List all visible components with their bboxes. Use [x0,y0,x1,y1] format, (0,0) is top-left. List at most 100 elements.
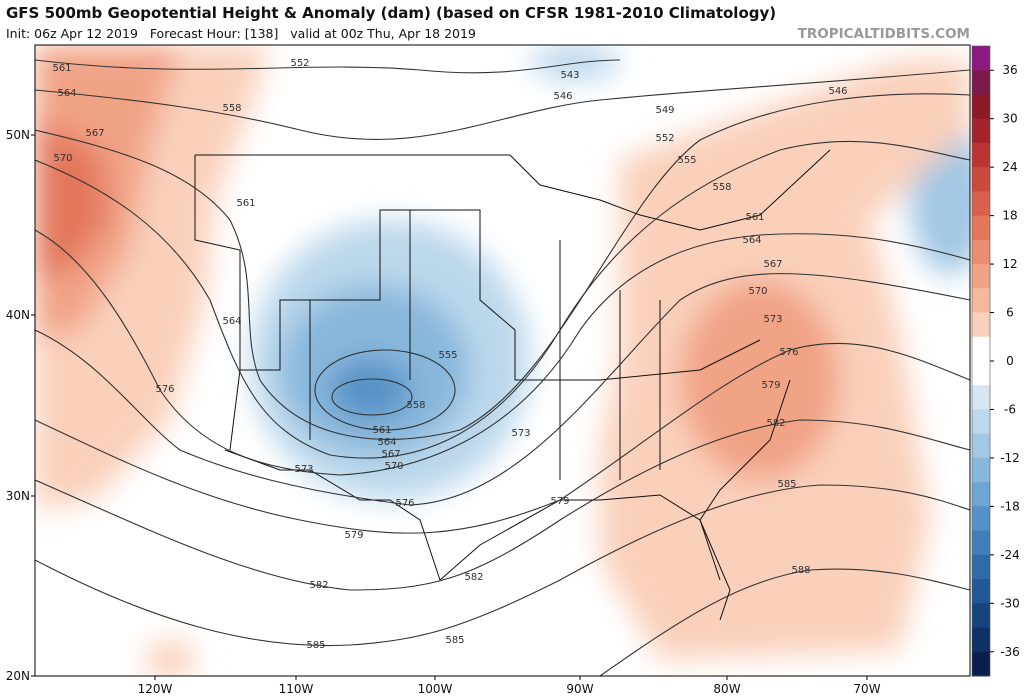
colorbar-band [972,142,990,168]
contour-label: 561 [236,198,255,209]
lon-label: 100W [418,682,453,696]
contour-label: 588 [791,565,810,576]
colorbar-band [972,46,990,71]
lon-label: 110W [279,682,314,696]
lat-label: 30N [6,489,30,503]
contour-label: 570 [384,461,403,472]
border-line [224,449,721,581]
colorbar-label: -24 [1000,548,1020,562]
contour-line [35,273,970,506]
contour-label: 582 [464,572,483,583]
contour-label: 546 [553,91,572,102]
colorbar-label: 24 [1002,160,1017,174]
colorbar-label: 0 [1006,354,1014,368]
contour-label: 585 [777,479,796,490]
contour-line [599,568,970,676]
contour-line [35,484,970,647]
lat-label: 40N [6,308,30,322]
colorbar-band [972,70,990,95]
anomaly-area [530,45,620,80]
contour-label: 579 [550,496,569,507]
contour-label: 561 [52,63,71,74]
contour-label: 549 [655,105,674,116]
contour-label: 573 [763,314,782,325]
colorbar-label: 12 [1002,257,1017,271]
colorbar-band [972,530,990,556]
colorbar-label: 18 [1002,209,1017,223]
contour-label: 546 [828,86,847,97]
colorbar-label: -18 [1000,499,1020,513]
colorbar-band [972,651,990,677]
contour-label: 558 [406,400,425,411]
map-frame [34,44,971,677]
contour-label: 585 [445,635,464,646]
colorbar-band [972,554,990,580]
contour-label: 564 [57,88,76,99]
map-axes: 50N 40N 30N 20N 120W 110W 100W 90W 80W 70W [6,128,881,696]
contours [35,59,970,676]
colorbar-band [972,409,990,435]
colorbar-band [972,361,990,386]
contour-label: 579 [761,380,780,391]
contour-label: 585 [306,640,325,651]
colorbar-label: 6 [1006,306,1014,320]
contour-line [35,229,970,476]
colorbar-band [972,336,990,362]
contour-label: 582 [309,580,328,591]
colorbar-band [972,482,990,507]
anomaly-area [35,120,110,280]
colorbar-band [972,627,990,653]
contour-label: 567 [381,449,400,460]
lon-label: 80W [713,682,740,696]
contour-label: 576 [779,347,798,358]
contour-label: 552 [290,58,309,69]
contour-label: 564 [377,437,396,448]
contour-label: 555 [677,155,696,166]
contour-line [35,59,621,74]
colorbar-band [972,118,990,144]
contour-label: 567 [763,259,782,270]
colorbar-band [972,94,990,120]
colorbar-label: -36 [1000,645,1020,659]
colorbar-band [972,215,990,241]
lon-label: 120W [138,682,173,696]
contour-label: 552 [655,133,674,144]
lon-label: 70W [853,682,880,696]
colorbar-label: 36 [1002,63,1017,77]
colorbar-band [972,506,990,532]
contour-label: 582 [766,418,785,429]
contour-label: 576 [155,384,174,395]
contour-label: 564 [742,235,761,246]
contour-label: 558 [222,103,241,114]
contour-label: 576 [395,498,414,509]
contour-label: 543 [560,70,579,81]
anomaly-area [680,280,840,480]
colorbar-label: -30 [1000,596,1020,610]
contour-label: 579 [344,530,363,541]
map: 5615645675705525585435465495465525555585… [35,45,970,676]
contour-label: 555 [438,350,457,361]
border-line [195,149,831,231]
colorbar-band [972,239,990,265]
colorbar-band [972,457,990,483]
contour-line [35,93,970,440]
colorbar-band [972,167,990,192]
contour-line [35,69,970,141]
colorbar-label: -6 [1004,402,1016,416]
contour-line [314,349,456,431]
contour-label: 558 [712,182,731,193]
colorbar-label: -12 [1000,451,1020,465]
colorbar-band [972,603,990,629]
colorbar-label: 30 [1002,112,1017,126]
colorbar-band [972,288,990,314]
contour-line [35,342,970,534]
colorbar-band [972,191,990,217]
contour-label: 564 [222,316,241,327]
contour-label: 570 [53,153,72,164]
colorbar-band [972,433,990,459]
contour-label: 567 [85,128,104,139]
contour-label: 573 [511,428,530,439]
border-line [194,155,761,381]
lat-label: 50N [6,128,30,142]
